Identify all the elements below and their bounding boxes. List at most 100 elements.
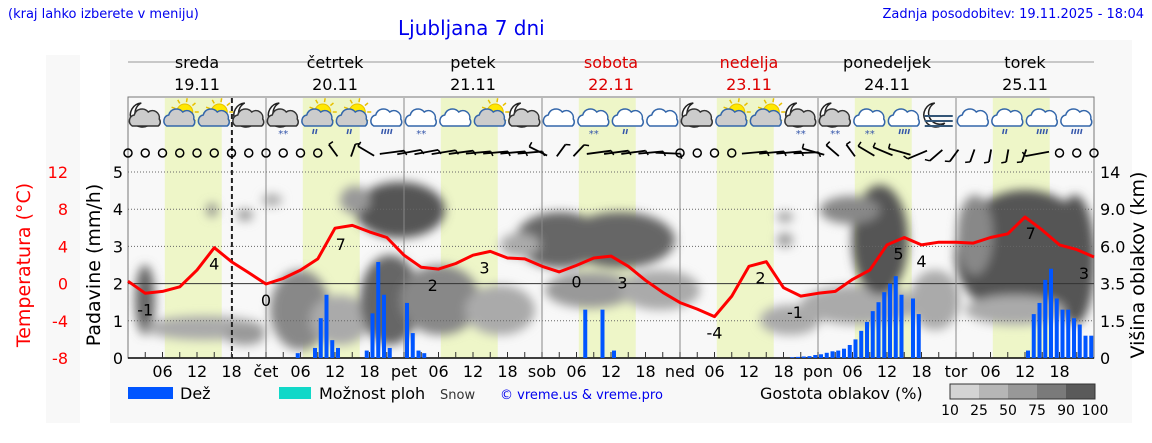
calm-wind-icon (313, 148, 323, 158)
sun-cloud-rain-icon (335, 98, 372, 135)
day-name: sreda (175, 53, 219, 72)
wind-shaft (572, 144, 585, 157)
cloud-icon (542, 108, 575, 127)
rain-bar (888, 283, 892, 358)
legend-shower-swatch (279, 387, 311, 399)
rain-bar (1026, 350, 1030, 358)
wind-shaft (825, 144, 840, 157)
calm-wind-icon (192, 148, 202, 158)
sun-ray (315, 99, 319, 104)
sun-ray (502, 102, 507, 107)
rain-drop (387, 128, 390, 135)
sun-ray (177, 99, 181, 104)
wind-shaft (655, 151, 681, 155)
x-tick-label: 06 (152, 362, 172, 381)
moon-cloud-snow-icon: ** (818, 102, 851, 140)
rain-drop (1005, 128, 1008, 135)
wind-feather (857, 141, 862, 147)
rain-drop (1077, 128, 1080, 135)
wind-barb-icon (983, 149, 993, 164)
wind-feather (357, 141, 362, 147)
rain-drop (384, 128, 387, 135)
day-name: torek (1004, 53, 1046, 72)
rain-drop (1080, 128, 1083, 135)
rain-bar (916, 314, 921, 358)
wind-feather (1021, 151, 1026, 157)
x-tick-label: 06 (980, 362, 1000, 381)
rain-bar (876, 302, 881, 358)
sun-ray (185, 98, 188, 103)
wind-shaft (888, 147, 911, 156)
rain-drop (1074, 128, 1077, 135)
x-tick-label: 18 (911, 362, 931, 381)
cloud-height-axis-label: Višina oblakov (km) (1127, 172, 1149, 359)
sun-cloud-icon (715, 98, 751, 127)
cloud-shape (439, 108, 472, 127)
rain-bar (1037, 302, 1042, 358)
x-tick-label: 12 (739, 362, 759, 381)
wind-feather (887, 143, 891, 149)
wind-feather (825, 141, 831, 146)
wind-feather (845, 141, 851, 146)
day-date: 24.11 (864, 75, 910, 94)
cloud-shape (370, 108, 403, 127)
sun-ray (487, 99, 491, 104)
sun-ray (723, 106, 728, 110)
cloud-shape (473, 108, 506, 127)
wind-barb-icon (528, 141, 548, 157)
rain-bar (1031, 314, 1036, 358)
cloud-height-tick: 1.5 (1100, 312, 1125, 331)
temperature-label: 5 (893, 245, 903, 264)
calm-wind-icon (261, 148, 271, 158)
credit-link[interactable]: © vreme.us & vreme.pro (500, 388, 663, 403)
rain-bar (1043, 279, 1048, 358)
sun-ray (171, 106, 176, 110)
temperature-label: -4 (707, 324, 723, 343)
x-tick-label: 06 (566, 362, 586, 381)
snow-flakes: ** (830, 129, 840, 140)
density-swatch (1066, 384, 1095, 399)
rain-bar (882, 292, 887, 358)
cloud-rain-icon (611, 108, 644, 135)
rain-bar (600, 309, 605, 358)
temperature-label: -1 (787, 303, 803, 322)
temperature-label: 7 (1026, 224, 1036, 243)
moon-cloud-icon (508, 102, 541, 128)
moon-cloud-icon (232, 102, 265, 128)
colorbar-frame (949, 383, 1096, 400)
x-tick-label: 18 (635, 362, 655, 381)
wind-barb-icon (572, 144, 590, 157)
x-tick-label: 12 (463, 362, 483, 381)
x-tick-label: 12 (187, 362, 207, 381)
day-date: 25.11 (1002, 75, 1048, 94)
rain-bar (1077, 324, 1082, 358)
rain-drop (381, 128, 384, 135)
rain-drop (349, 128, 352, 135)
temperature-label: 0 (571, 272, 581, 291)
wind-shaft (741, 150, 767, 155)
wind-feather (983, 161, 990, 164)
rain-bar (1066, 309, 1071, 358)
wind-barb-icon (887, 143, 911, 156)
rain-bar (899, 294, 904, 358)
cloud-height-tick: 9.0 (1100, 200, 1125, 219)
rain-bar (1083, 335, 1088, 358)
rain-drop (346, 128, 349, 135)
wind-feather (528, 141, 533, 148)
rain-drop (390, 128, 393, 135)
wind-barb-icon (845, 141, 856, 157)
sun-ray (364, 102, 369, 107)
rain-bar (1089, 335, 1094, 358)
x-tick-label: 18 (221, 362, 241, 381)
wind-shaft (845, 144, 856, 157)
wind-shaft (988, 149, 993, 163)
rain-bar (422, 353, 427, 358)
day-name: nedelja (720, 53, 779, 72)
wind-shaft (1005, 149, 1010, 163)
rain-drop (622, 128, 625, 135)
cloud-height-tick: 14 (1100, 163, 1120, 182)
rain-drop (315, 128, 318, 135)
rain-bar (853, 339, 858, 358)
left-axis-panel (46, 55, 80, 423)
sun-ray (211, 99, 215, 104)
